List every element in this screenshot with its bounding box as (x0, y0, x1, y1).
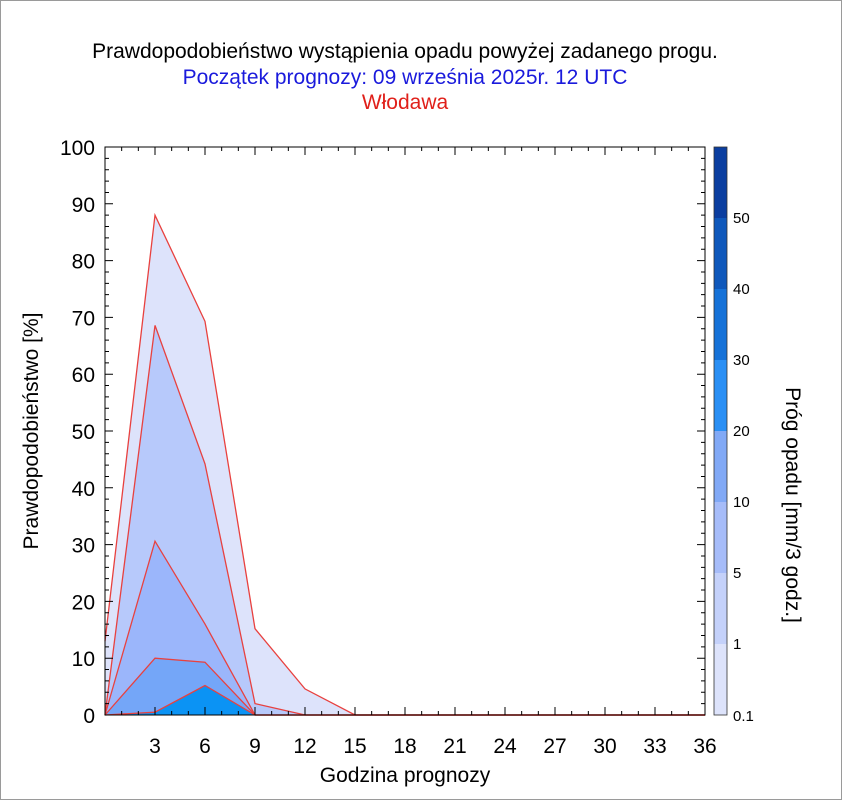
colorbar-tick-label: 20 (733, 423, 750, 440)
x-tick-label: 18 (393, 735, 416, 758)
colorbar-tick-label: 5 (733, 565, 741, 582)
colorbar-tick-label: 1 (733, 636, 741, 653)
colorbar-segment (714, 289, 727, 360)
y-axis-label: Prawdopodobieństwo [%] (20, 313, 43, 550)
x-tick-label: 30 (593, 735, 616, 758)
colorbar-tick-labels: 0.1 1 5 10 20 30 40 50 (733, 210, 754, 725)
y-tick-label: 70 (72, 307, 95, 330)
x-tick-label: 27 (543, 735, 566, 758)
chart-location: Włodawa (361, 91, 449, 114)
colorbar-label: Próg opadu [mm/3 godz.] (781, 387, 804, 623)
colorbar-segment (714, 360, 727, 431)
x-tick-label: 3 (149, 735, 161, 758)
x-tick-label: 21 (443, 735, 466, 758)
y-tick-labels: 0 10 20 30 40 50 60 70 80 90 100 (60, 137, 95, 728)
area-threshold-20 (105, 685, 705, 715)
colorbar-segment (714, 218, 727, 289)
y-tick-label: 0 (83, 705, 95, 728)
y-tick-label: 40 (72, 478, 95, 501)
chart-title: Prawdopodobieństwo wystąpienia opadu pow… (92, 40, 718, 63)
colorbar-frame (713, 146, 728, 716)
colorbar-segment (714, 644, 727, 715)
x-axis-label: Godzina prognozy (320, 764, 491, 787)
y-tick-label: 10 (72, 648, 95, 671)
colorbar (713, 146, 728, 716)
plot-area-frame (104, 146, 706, 716)
x-tick-label: 36 (693, 735, 716, 758)
colorbar-tick-label: 40 (733, 281, 750, 298)
colorbar-tick-label: 10 (733, 494, 750, 511)
x-tick-label: 15 (343, 735, 366, 758)
colorbar-segment (714, 502, 727, 573)
colorbar-tick-label: 30 (733, 352, 750, 369)
x-tick-label: 12 (293, 735, 316, 758)
colorbar-segment (714, 431, 727, 502)
y-tick-label: 20 (72, 591, 95, 614)
chart-subtitle: Początek prognozy: 09 września 2025r. 12… (182, 66, 628, 89)
y-tick-label: 60 (72, 364, 95, 387)
colorbar-tick-label: 50 (733, 210, 750, 227)
colorbar-tick-label: 0.1 (733, 708, 754, 725)
colorbar-segment (714, 147, 727, 218)
y-tick-label: 80 (72, 251, 95, 274)
y-tick-label: 30 (72, 535, 95, 558)
x-tick-labels: 3 6 9 12 15 18 21 24 27 30 33 36 (149, 735, 717, 758)
x-tick-label: 33 (643, 735, 666, 758)
y-tick-label: 90 (72, 194, 95, 217)
y-tick-label: 50 (72, 421, 95, 444)
x-tick-label: 9 (249, 735, 261, 758)
x-tick-label: 6 (199, 735, 211, 758)
x-tick-label: 24 (493, 735, 517, 758)
colorbar-segment (714, 573, 727, 644)
y-tick-label: 100 (60, 137, 95, 160)
threshold-areas (105, 215, 705, 715)
